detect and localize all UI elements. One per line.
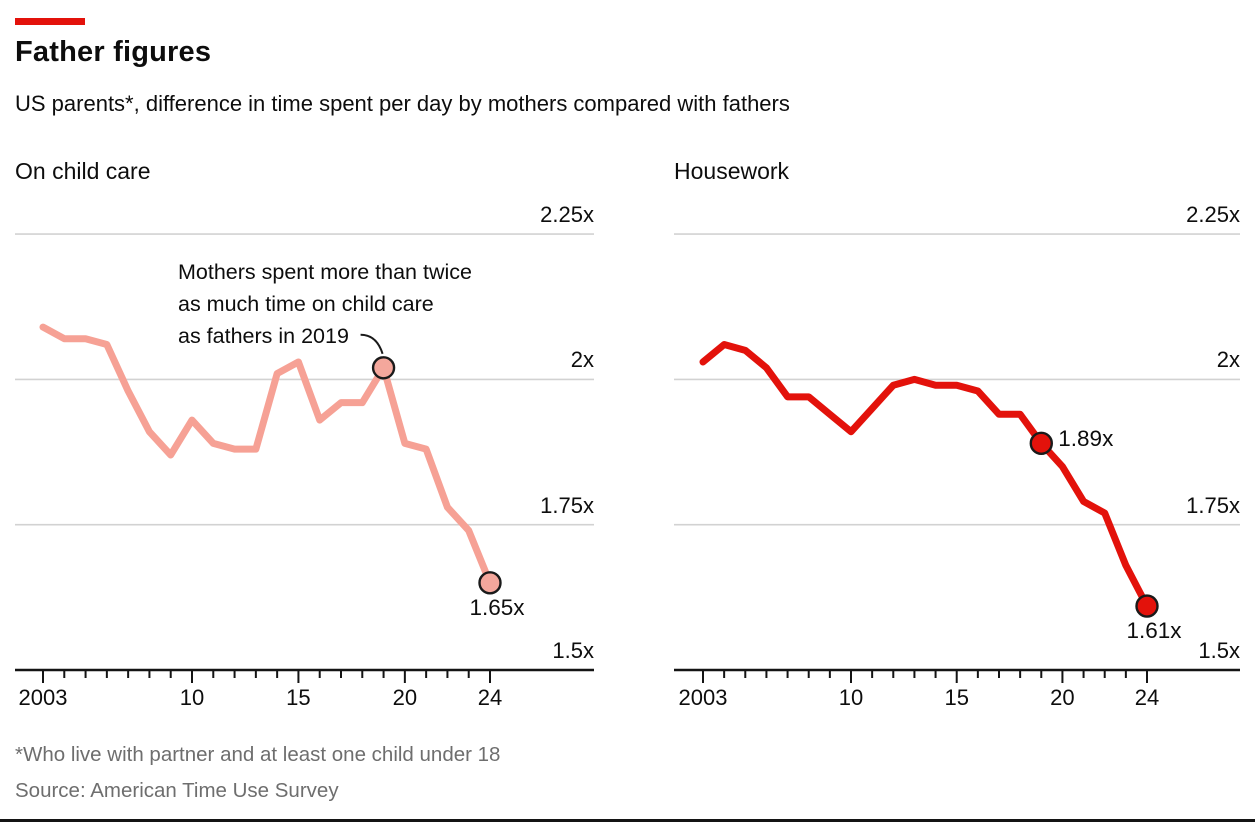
panel-title-housework: Housework bbox=[674, 158, 790, 184]
childcare-annotation: Mothers spent more than twice as much ti… bbox=[178, 256, 472, 352]
y-axis-label-1.75x: 1.75x bbox=[540, 492, 594, 518]
data-label-1.65x: 1.65x bbox=[469, 594, 525, 620]
x-axis-label-15: 15 bbox=[944, 685, 969, 710]
x-axis-label-20: 20 bbox=[392, 685, 418, 710]
data-label-1.89x: 1.89x bbox=[1058, 426, 1114, 452]
y-axis-label-1.5x: 1.5x bbox=[1198, 638, 1240, 663]
x-axis-label-24: 24 bbox=[477, 685, 503, 710]
footnote: *Who live with partner and at least one … bbox=[15, 743, 501, 766]
x-axis-label-20: 20 bbox=[1050, 685, 1075, 710]
y-axis-label-2.25x: 2.25x bbox=[1186, 202, 1240, 228]
marker-2024 bbox=[1135, 594, 1159, 618]
page-title: Father figures bbox=[15, 36, 212, 68]
annotation-line-1: Mothers spent more than twice bbox=[178, 260, 472, 284]
x-axis-label-2003: 2003 bbox=[678, 685, 728, 710]
x-axis-label-10: 10 bbox=[179, 685, 205, 710]
series-line-on-child-care bbox=[39, 323, 494, 587]
annotation-line-2: as much time on child care bbox=[178, 292, 434, 316]
x-axis-label-10: 10 bbox=[838, 685, 864, 710]
y-axis-label-2x: 2x bbox=[570, 347, 594, 373]
chart-subtitle: US parents*, difference in time spent pe… bbox=[15, 91, 790, 116]
source-line: Source: American Time Use Survey bbox=[15, 779, 339, 802]
panel-title-childcare: On child care bbox=[15, 158, 151, 184]
annotation-callout-line bbox=[360, 333, 384, 355]
x-axis-label-24: 24 bbox=[1134, 685, 1160, 710]
bottom-rule bbox=[0, 819, 1255, 822]
series-line-housework bbox=[699, 341, 1151, 610]
marker-2024 bbox=[478, 571, 502, 595]
marker-2019 bbox=[1029, 431, 1053, 456]
y-axis-label-1.75x: 1.75x bbox=[1186, 492, 1240, 518]
y-axis-label-2.25x: 2.25x bbox=[540, 202, 594, 228]
y-axis-label-2x: 2x bbox=[1216, 347, 1240, 373]
annotation-line-3: as fathers in 2019 bbox=[178, 324, 349, 348]
y-axis-label-1.5x: 1.5x bbox=[552, 638, 594, 663]
x-axis-label-15: 15 bbox=[286, 685, 311, 710]
accent-tag-bar bbox=[15, 18, 85, 25]
marker-2019 bbox=[371, 356, 396, 380]
x-axis-label-2003: 2003 bbox=[18, 685, 68, 710]
data-label-1.61x: 1.61x bbox=[1126, 618, 1182, 644]
